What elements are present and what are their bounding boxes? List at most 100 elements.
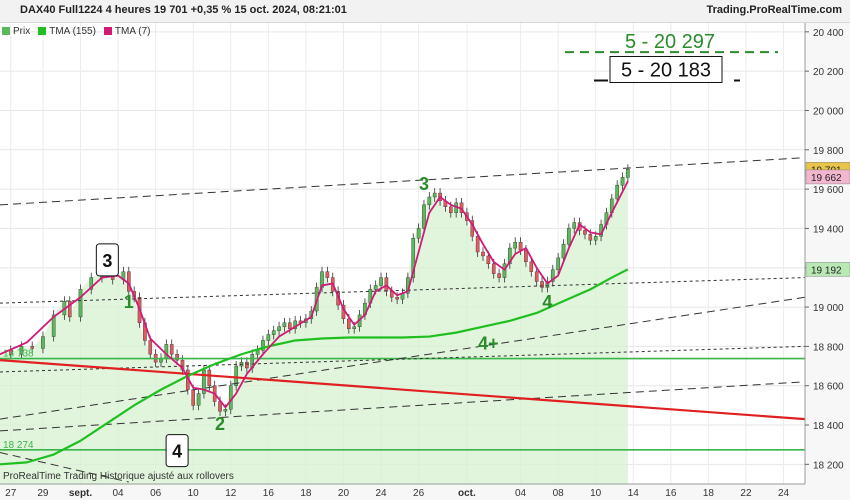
price-area: [0, 169, 628, 484]
price-bar: [373, 285, 378, 290]
x-tick-label: 10: [590, 488, 602, 499]
price-bar: [502, 263, 507, 278]
price-bar: [41, 336, 45, 349]
wave-label: 1: [124, 292, 134, 312]
price-bar: [540, 281, 544, 288]
price-bar: [196, 393, 201, 406]
price-bar: [379, 277, 383, 286]
y-tick-label: 19 800: [813, 146, 844, 157]
price-bar: [481, 251, 485, 257]
trend-line: [0, 345, 806, 373]
price-bar: [148, 340, 153, 355]
legend-item-prix[interactable]: Prix: [2, 24, 30, 38]
price-marker: [805, 262, 850, 277]
y-tick-label: 18 200: [813, 460, 844, 471]
chart-title: DAX40 Full1224 4 heures 19 701 +0,35 % 1…: [20, 4, 347, 16]
target-label-1: 5 - 20 297: [625, 31, 715, 53]
y-tick-label: 18 400: [813, 421, 844, 432]
price-bar: [51, 314, 56, 337]
price-marker-label: 19 192: [811, 265, 842, 276]
legend-item-tma-7[interactable]: TMA (7): [103, 24, 151, 38]
wave-box: [95, 243, 119, 277]
target-box-2: [609, 55, 723, 83]
legend: Prix TMA (155) TMA (7): [2, 24, 150, 38]
target-label-2: 5 - 20 183: [621, 59, 711, 81]
price-bar: [524, 249, 528, 263]
price-bar: [508, 247, 512, 265]
legend-swatch-tma-7: [103, 27, 112, 35]
x-tick-label: 12: [225, 488, 237, 499]
price-bar: [78, 289, 83, 318]
legend-label-prix: Prix: [13, 25, 31, 37]
price-bar: [271, 330, 276, 335]
x-axis-panel: [0, 484, 850, 500]
wave-label: 4+: [478, 333, 499, 353]
level-label: 18 738: [3, 349, 34, 360]
x-tick-label: 08: [553, 488, 565, 499]
x-tick-label: 10: [188, 488, 200, 499]
price-bar: [30, 346, 35, 349]
price-bar: [550, 269, 555, 282]
price-bar: [282, 322, 287, 327]
x-tick-label: 04: [515, 488, 527, 499]
trend-line: [0, 157, 806, 206]
x-tick-label: 24: [778, 488, 790, 499]
wave-box: [165, 434, 189, 468]
x-tick-label: 29: [37, 488, 49, 499]
y-tick-label: 20 000: [813, 106, 844, 117]
trend-line: [0, 296, 806, 420]
y-tick-label: 18 800: [813, 342, 844, 353]
price-bar: [449, 206, 453, 213]
level-label: 18 274: [3, 440, 34, 451]
price-bar: [277, 326, 281, 331]
price-bar: [486, 255, 491, 265]
tma-7-line: [0, 180, 629, 409]
price-bar: [261, 340, 265, 351]
wave-label: 3: [102, 251, 112, 271]
legend-label-tma-155: TMA (155): [49, 25, 96, 37]
price-bar: [245, 361, 249, 369]
price-bar: [175, 354, 179, 361]
price-bar: [422, 204, 426, 229]
y-tick-label: 20 400: [813, 28, 844, 39]
price-bar: [626, 169, 630, 178]
legend-item-tma-155[interactable]: TMA (155): [38, 24, 96, 38]
x-tick-label: 16: [665, 488, 677, 499]
y-tick-label: 19 000: [813, 303, 844, 314]
price-bar: [513, 241, 517, 249]
price-bar: [497, 273, 501, 278]
x-tick-label: 24: [375, 488, 387, 499]
chart-header: DAX40 Full1224 4 heures 19 701 +0,35 % 1…: [0, 0, 850, 23]
price-bar: [615, 184, 619, 200]
x-tick-label: 06: [150, 488, 162, 499]
wave-label: 4: [542, 292, 552, 312]
trend-line: [0, 452, 129, 483]
price-bar: [583, 230, 587, 235]
legend-label-tma-7: TMA (7): [114, 25, 151, 37]
price-bar: [169, 344, 174, 355]
price-bar: [19, 346, 24, 355]
wave-label: 3: [419, 174, 429, 194]
price-marker: [805, 169, 850, 185]
price-bar: [234, 365, 238, 386]
price-bar: [620, 177, 625, 186]
price-bar: [288, 322, 292, 329]
x-tick-label: 04: [113, 488, 125, 499]
wave-label: 4: [172, 442, 182, 462]
price-bar: [567, 228, 571, 245]
x-tick-label: 18: [703, 488, 715, 499]
price-bar: [561, 243, 566, 259]
x-tick-label: oct.: [458, 488, 476, 499]
price-bar: [67, 300, 72, 318]
price-bar: [518, 241, 523, 251]
y-tick-label: 19 600: [813, 185, 844, 196]
price-bar: [347, 318, 351, 329]
price-marker-label: 19 662: [811, 173, 842, 184]
resistance-line: [0, 359, 806, 421]
trend-line: [0, 381, 806, 432]
y-tick-label: 20 200: [813, 67, 844, 78]
y-axis-panel: [805, 22, 850, 484]
x-tick-label: 22: [740, 488, 752, 499]
price-bar: [395, 297, 399, 300]
chart-footer: ProRealTime Trading Historique ajusté au…: [3, 471, 234, 482]
